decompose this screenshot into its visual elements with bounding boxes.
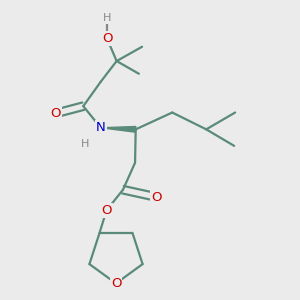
Text: O: O (111, 277, 121, 290)
Text: O: O (101, 204, 112, 217)
Text: H: H (81, 139, 89, 149)
Polygon shape (101, 127, 136, 132)
Text: N: N (96, 121, 106, 134)
Text: O: O (50, 107, 61, 120)
Text: O: O (102, 32, 112, 45)
Text: H: H (103, 13, 111, 23)
Text: O: O (151, 190, 162, 203)
